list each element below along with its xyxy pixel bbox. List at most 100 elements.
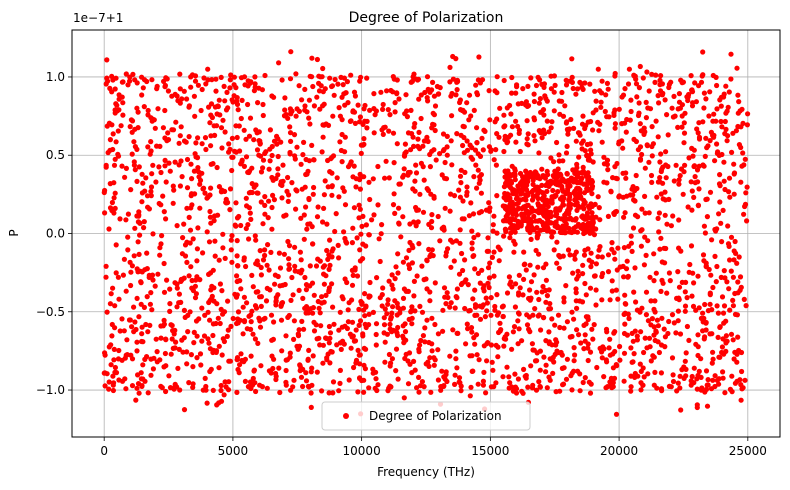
data-point <box>203 81 209 87</box>
data-point <box>630 192 636 198</box>
data-point <box>639 305 645 311</box>
data-point <box>423 138 429 144</box>
data-point <box>449 162 455 168</box>
data-point <box>689 373 695 380</box>
data-point <box>475 232 481 238</box>
data-point <box>320 342 326 348</box>
data-point <box>415 136 421 142</box>
data-point <box>709 360 715 366</box>
data-point <box>227 358 233 364</box>
data-point <box>342 235 348 242</box>
data-point <box>588 250 594 256</box>
data-point <box>728 331 735 337</box>
data-point <box>132 167 138 173</box>
data-point <box>291 132 298 138</box>
data-point <box>518 180 524 186</box>
data-point <box>543 362 549 368</box>
data-point <box>648 358 654 364</box>
data-point <box>691 365 697 371</box>
data-point <box>273 376 279 383</box>
data-point <box>739 386 745 392</box>
data-point <box>695 332 701 338</box>
data-point <box>632 265 638 271</box>
data-point <box>586 379 592 385</box>
data-point <box>375 202 381 208</box>
data-point <box>655 93 661 99</box>
data-point <box>577 388 583 394</box>
data-point <box>525 175 531 181</box>
data-point <box>359 300 365 306</box>
data-point <box>502 203 508 209</box>
data-point <box>235 263 241 269</box>
data-point <box>123 288 129 294</box>
x-tick-label: 0 <box>100 444 108 458</box>
data-point <box>416 374 422 380</box>
data-point <box>287 130 294 136</box>
data-point <box>199 141 205 147</box>
data-point <box>715 310 722 316</box>
data-point <box>728 51 734 57</box>
data-point <box>432 127 438 134</box>
data-point <box>572 217 579 223</box>
data-point <box>304 226 310 232</box>
data-point <box>548 229 554 235</box>
data-point <box>485 265 492 271</box>
data-point <box>599 297 605 303</box>
data-point <box>272 281 278 287</box>
data-point <box>645 105 651 111</box>
data-point <box>631 351 637 357</box>
data-point <box>337 309 343 315</box>
data-point <box>718 103 724 109</box>
data-point <box>357 186 363 192</box>
data-point <box>339 324 345 330</box>
data-point <box>589 210 595 216</box>
data-point <box>513 196 520 202</box>
data-point <box>285 198 291 204</box>
data-point <box>596 205 602 211</box>
data-point <box>502 195 508 201</box>
data-point <box>303 204 309 210</box>
data-point <box>246 236 252 242</box>
data-point <box>191 329 197 335</box>
data-point <box>316 80 322 86</box>
data-point <box>424 258 430 264</box>
data-point <box>521 366 527 372</box>
data-point <box>548 73 554 79</box>
data-point <box>491 273 497 279</box>
data-point <box>234 95 240 101</box>
data-point <box>646 88 652 94</box>
data-point <box>544 118 550 124</box>
data-point <box>631 136 637 142</box>
data-point <box>595 194 601 200</box>
data-point <box>432 103 439 109</box>
data-point <box>394 77 400 83</box>
data-point <box>724 138 730 144</box>
data-point <box>566 197 572 203</box>
data-point <box>128 282 134 289</box>
data-point <box>704 214 711 220</box>
data-point <box>427 298 433 304</box>
data-point <box>603 326 610 332</box>
data-point <box>429 148 435 154</box>
data-point <box>707 89 713 95</box>
data-point <box>145 329 151 335</box>
data-point <box>634 333 640 339</box>
data-point <box>628 108 634 115</box>
data-point <box>458 132 464 138</box>
data-point <box>448 138 454 144</box>
legend: Degree of Polarization <box>321 401 531 431</box>
data-point <box>610 351 616 357</box>
data-point <box>738 382 744 388</box>
data-point <box>380 131 386 137</box>
data-point <box>402 329 409 335</box>
data-point <box>533 387 540 393</box>
data-point <box>706 113 712 119</box>
data-point <box>511 249 517 255</box>
data-point <box>515 310 522 316</box>
data-point <box>134 105 140 111</box>
data-point <box>231 82 237 88</box>
data-point <box>208 161 214 167</box>
data-point <box>669 355 676 361</box>
data-point <box>117 216 123 222</box>
data-point <box>530 347 536 353</box>
